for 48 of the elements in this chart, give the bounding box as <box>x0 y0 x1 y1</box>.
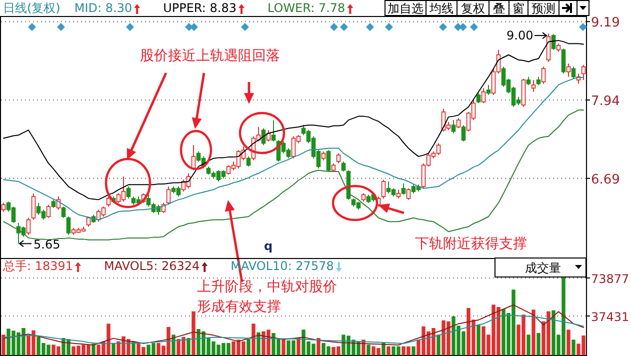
text: MID: 8.30 <box>74 1 132 15</box>
y-tick-label: 7.94 <box>591 94 620 110</box>
annotation: 股价接近上轨遇阻回落 <box>140 48 280 64</box>
bar <box>366 344 370 356</box>
bar <box>92 344 96 356</box>
y-tick-label: 6.69 <box>591 172 620 188</box>
annotation: 5.65 <box>34 238 60 252</box>
text: 叠 <box>493 2 505 16</box>
chart-title: 日线(复权) <box>3 1 60 15</box>
bar <box>382 343 386 356</box>
bar <box>476 324 480 356</box>
bar <box>246 339 250 356</box>
legend-label: MAVOL5: 26324 <box>104 259 200 273</box>
annotation: 成交量 <box>525 261 561 275</box>
annotation: 下轨附近获得支撑 <box>415 236 527 252</box>
bar <box>2 334 6 356</box>
text: LOWER: 7.78 <box>267 1 346 15</box>
bar <box>526 334 530 356</box>
text: 均线 <box>428 2 454 16</box>
annotation: 上升阶段，中轨对股价 <box>197 279 337 295</box>
bar <box>112 343 116 356</box>
line-series <box>3 314 584 344</box>
text: 窗 <box>512 2 524 16</box>
bar <box>412 346 416 356</box>
y-tick-label: 37431 <box>591 310 630 324</box>
text: 加自选 <box>388 2 424 16</box>
text: 预测 <box>532 2 556 16</box>
bar <box>532 310 536 356</box>
text: UPPER: 8.83 <box>163 1 236 15</box>
text: 复权 <box>461 2 485 16</box>
annotation: q <box>264 239 273 253</box>
y-tick-label: 73877 <box>591 272 630 286</box>
bar <box>436 334 440 356</box>
legend-label: 总手: 18391 <box>2 259 74 273</box>
bar <box>186 338 190 356</box>
bar <box>316 338 320 356</box>
bar <box>282 339 286 356</box>
bar <box>566 330 570 356</box>
y-tick-label: 9.19 <box>591 16 620 31</box>
bar <box>252 324 256 356</box>
bar <box>256 332 260 356</box>
annotation: 9.00 <box>506 28 534 43</box>
bar <box>296 338 300 356</box>
bar <box>192 311 196 356</box>
bar <box>536 333 540 356</box>
annotation: 形成有效支撑 <box>197 299 281 315</box>
bar <box>386 346 390 356</box>
bar <box>572 340 576 356</box>
